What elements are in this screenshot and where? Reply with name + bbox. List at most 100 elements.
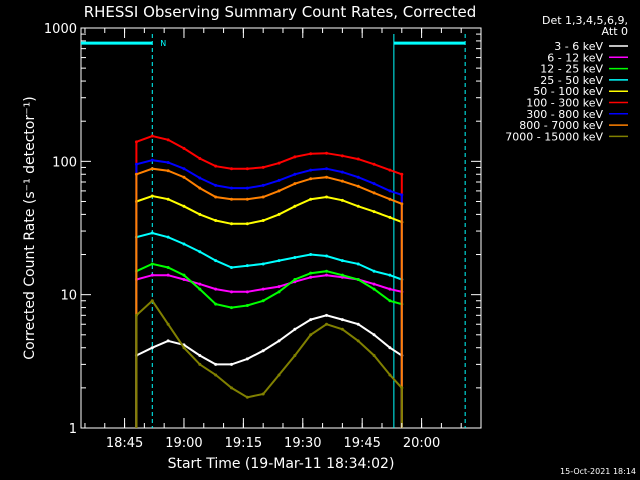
attenuator-markers: N <box>81 34 466 428</box>
series-2-point-3 <box>182 273 186 277</box>
series-7-point-0 <box>134 172 138 176</box>
y-axis: 1 10 100 1000 <box>44 22 481 437</box>
legend-label-0: 3 - 6 keV <box>554 40 603 53</box>
series-4-point-1 <box>150 194 154 198</box>
series-7-point-1 <box>150 167 154 171</box>
series-8-point-0 <box>134 313 138 317</box>
series-0-point-1 <box>150 346 154 350</box>
series-5-point-0 <box>134 140 138 144</box>
series-1-point-13 <box>340 275 344 279</box>
series-8-point-5 <box>214 373 218 377</box>
series-7-point-14 <box>356 184 360 188</box>
series-7-point-6 <box>229 197 233 201</box>
series-4-point-2 <box>166 197 170 201</box>
series-4-point-9 <box>277 212 281 216</box>
series-1-point-3 <box>182 277 186 281</box>
series-7-point-13 <box>340 179 344 183</box>
series-6-point-4 <box>198 176 202 180</box>
legend-label-6: 300 - 800 keV <box>526 108 603 121</box>
series-3-point-3 <box>182 242 186 246</box>
series-4-point-12 <box>325 195 329 199</box>
series-line-8 <box>135 299 403 428</box>
series-group <box>134 134 404 428</box>
series-4-point-16 <box>388 215 392 219</box>
series-8-point-16 <box>388 373 392 377</box>
series-line-0 <box>135 314 403 428</box>
y-tick-label-2: 100 <box>52 155 77 170</box>
x-axis: 18:45 19:00 19:15 19:30 19:45 20:00 <box>84 28 462 451</box>
series-4-point-4 <box>198 212 202 216</box>
series-1-point-8 <box>261 287 265 291</box>
series-4-point-14 <box>356 204 360 208</box>
series-5-point-5 <box>214 164 218 168</box>
series-4-point-7 <box>245 222 249 226</box>
series-6-point-2 <box>166 161 170 165</box>
series-2-point-5 <box>214 302 218 306</box>
series-4-point-6 <box>229 222 233 226</box>
series-8-point-6 <box>229 386 233 390</box>
series-5-point-11 <box>309 152 313 156</box>
series-4-point-15 <box>372 210 376 214</box>
series-0-point-12 <box>325 313 329 317</box>
series-3-point-16 <box>388 273 392 277</box>
series-3-point-8 <box>261 262 265 266</box>
series-8-point-17 <box>400 386 404 390</box>
series-3-point-12 <box>325 254 329 258</box>
series-7-point-9 <box>277 189 281 193</box>
series-3-point-7 <box>245 264 249 268</box>
series-line-7 <box>135 167 403 428</box>
series-line-1 <box>135 274 403 428</box>
series-1-point-12 <box>325 273 329 277</box>
series-0-point-13 <box>340 318 344 322</box>
series-2-point-16 <box>388 299 392 303</box>
x-axis-label: Start Time (19-Mar-11 18:34:02) <box>168 456 395 472</box>
night-marker-label: N <box>160 39 166 48</box>
series-2-point-7 <box>245 303 249 307</box>
series-2-point-15 <box>372 287 376 291</box>
x-tick-label-1: 19:00 <box>165 436 202 451</box>
series-5-point-15 <box>372 162 376 166</box>
legend-label-5: 100 - 300 keV <box>526 97 603 110</box>
series-6-point-10 <box>293 172 297 176</box>
legend-header-1: Att 0 <box>602 25 628 38</box>
series-5-point-7 <box>245 167 249 171</box>
series-5-point-17 <box>400 172 404 176</box>
series-1-point-6 <box>229 290 233 294</box>
series-4-point-13 <box>340 198 344 202</box>
series-2-point-8 <box>261 299 265 303</box>
series-6-point-1 <box>150 158 154 162</box>
series-0-point-5 <box>214 362 218 366</box>
series-4-point-8 <box>261 218 265 222</box>
series-1-point-2 <box>166 273 170 277</box>
series-1-point-7 <box>245 290 249 294</box>
series-8-point-14 <box>356 339 360 343</box>
series-6-point-8 <box>261 183 265 187</box>
series-6-point-17 <box>400 193 404 197</box>
series-6-point-5 <box>214 183 218 187</box>
series-6-point-14 <box>356 175 360 179</box>
series-0-point-8 <box>261 349 265 353</box>
series-8-point-11 <box>309 333 313 337</box>
series-6-point-11 <box>309 168 313 172</box>
series-0-point-9 <box>277 339 281 343</box>
series-line-3 <box>135 231 403 428</box>
series-0-point-10 <box>293 327 297 331</box>
series-3-point-5 <box>214 259 218 263</box>
legend-label-2: 12 - 25 keV <box>540 63 603 76</box>
series-2-point-2 <box>166 265 170 269</box>
series-line-6 <box>135 159 403 428</box>
series-2-point-10 <box>293 277 297 281</box>
chart-title: RHESSI Observing Summary Count Rates, Co… <box>84 3 477 21</box>
series-5-point-2 <box>166 138 170 142</box>
series-7-point-5 <box>214 195 218 199</box>
series-6-point-13 <box>340 170 344 174</box>
legend-label-4: 50 - 100 keV <box>533 85 603 98</box>
footer-timestamp: 15-Oct-2021 18:14 <box>560 467 636 476</box>
series-3-point-10 <box>293 255 297 259</box>
series-3-point-1 <box>150 231 154 235</box>
series-0-point-14 <box>356 322 360 326</box>
series-7-point-17 <box>400 202 404 206</box>
series-line-2 <box>135 262 403 428</box>
